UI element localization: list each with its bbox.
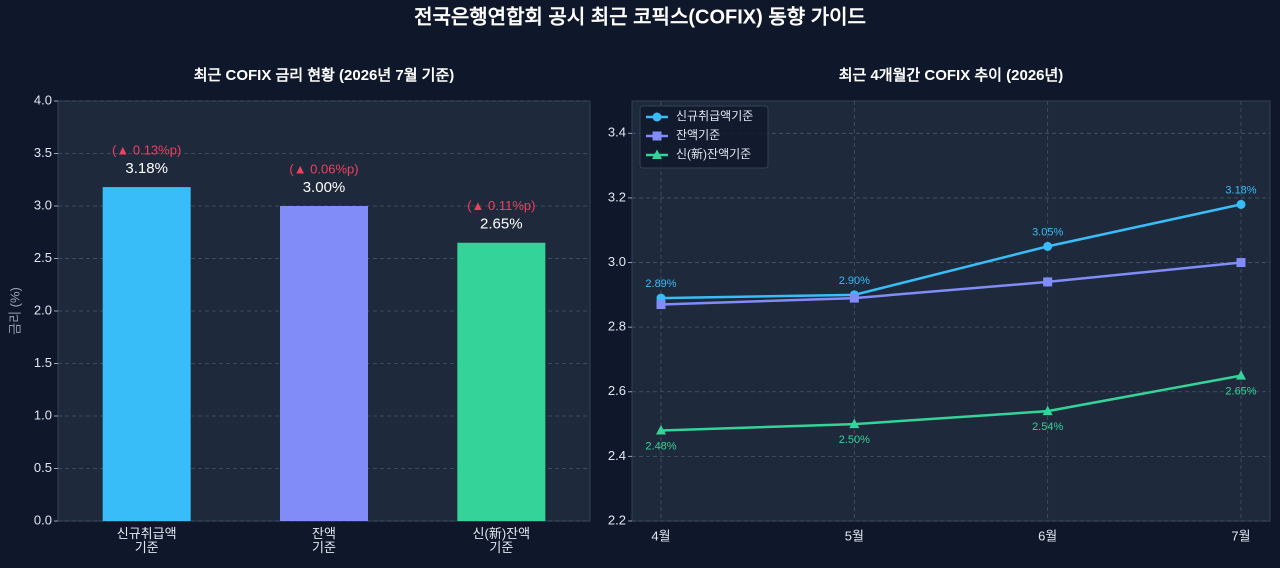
bar	[280, 206, 368, 521]
x-tick-label: 7월	[1231, 528, 1250, 543]
marker	[1043, 241, 1053, 251]
x-tick-label: 잔액 기준	[312, 526, 336, 555]
x-tick-label: 신규취급액 기준	[117, 526, 177, 555]
y-tick-label: 2.4	[608, 448, 626, 463]
y-tick-label: 3.4	[608, 125, 626, 140]
x-tick-label: 4월	[651, 528, 670, 543]
series-line	[660, 203, 1242, 300]
marker	[656, 300, 666, 310]
y-tick-label: 2.2	[608, 512, 626, 527]
x-tick-label: 5월	[845, 528, 864, 543]
legend-label: 신(新)잔액기준	[676, 146, 751, 161]
y-tick-label: 2.6	[608, 383, 626, 398]
value-label: 3.18%	[125, 160, 168, 177]
marker	[1236, 199, 1246, 209]
marker	[1043, 277, 1053, 287]
value-label: 3.05%	[1032, 226, 1063, 238]
value-label: 2.90%	[839, 275, 870, 287]
value-label: 2.65%	[480, 216, 523, 233]
marker	[849, 418, 860, 429]
y-tick-label: 2.8	[608, 319, 626, 334]
marker	[652, 149, 662, 159]
legend-label: 신규취급액기준	[676, 109, 753, 123]
marker	[1236, 370, 1246, 380]
value-label: 2.48%	[645, 440, 676, 452]
chart-title: 최근 COFIX 금리 현황 (2026년 7월 기준)	[194, 66, 455, 84]
y-tick-label: 3.0	[34, 197, 52, 212]
marker	[1236, 258, 1246, 268]
series-line	[660, 261, 1242, 306]
y-tick-label: 4.0	[34, 92, 52, 107]
value-label: 2.65%	[1225, 386, 1256, 398]
annotation: (▲ 0.13%p)	[112, 143, 181, 158]
x-tick-label: 6월	[1038, 528, 1057, 543]
marker	[1042, 405, 1053, 416]
bar	[102, 187, 191, 521]
value-label: 2.89%	[645, 278, 676, 290]
y-tick-label: 0.0	[34, 512, 52, 527]
figure-title: 전국은행연합회 공시 최근 코픽스(COFIX) 동향 가이드	[414, 5, 866, 28]
annotation: (▲ 0.11%p)	[467, 198, 535, 213]
marker	[652, 112, 662, 122]
value-label: 2.50%	[839, 434, 870, 446]
legend-box	[639, 105, 769, 169]
y-tick-label: 3.5	[34, 145, 52, 160]
y-tick-label: 2.0	[34, 302, 52, 317]
y-tick-label: 3.2	[608, 189, 626, 204]
annotation: (▲ 0.06%p)	[289, 161, 358, 176]
y-tick-label: 1.0	[34, 407, 52, 422]
bar	[457, 242, 546, 521]
y-tick-label: 1.5	[34, 355, 52, 370]
chart-title: 최근 4개월간 COFIX 추이 (2026년)	[839, 66, 1064, 84]
marker	[652, 131, 662, 141]
plot-area	[631, 100, 1271, 522]
x-tick-label: 신(新)잔액 기준	[473, 526, 531, 555]
marker	[849, 293, 859, 303]
value-label: 3.00%	[303, 179, 346, 196]
y-axis-label: 금리 (%)	[7, 287, 22, 335]
y-tick-label: 0.5	[34, 460, 52, 475]
y-tick-label: 2.5	[34, 250, 52, 265]
marker	[656, 425, 666, 435]
series-line	[660, 374, 1242, 432]
legend-label: 잔액기준	[676, 128, 720, 142]
y-tick-label: 3.0	[608, 254, 626, 269]
value-label: 2.54%	[1032, 421, 1063, 433]
value-label: 3.18%	[1225, 184, 1256, 196]
